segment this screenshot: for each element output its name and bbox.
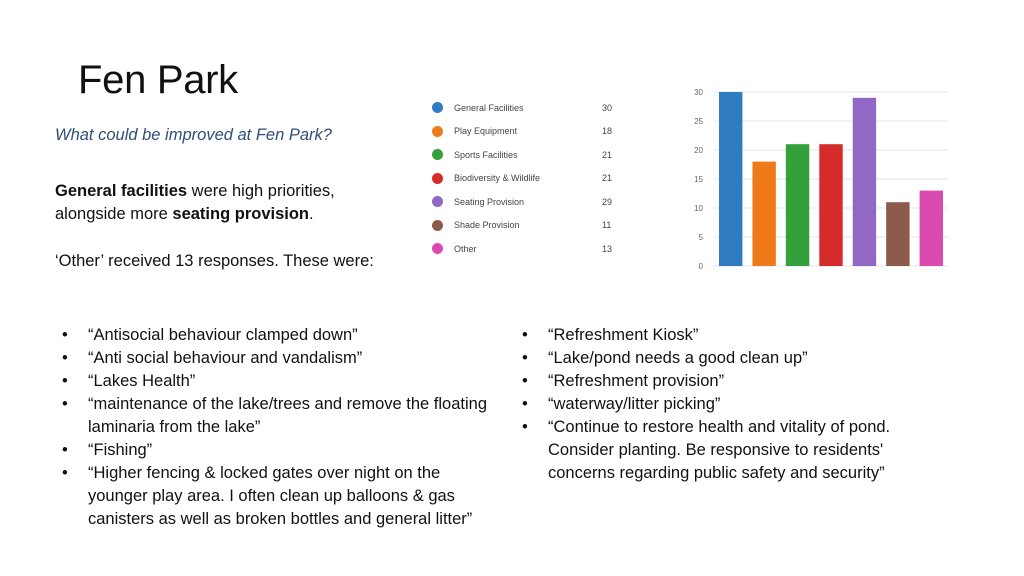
legend-label: Shade Provision xyxy=(454,220,520,231)
summary-bold-general: General facilities xyxy=(55,182,188,200)
legend-label: Sports Facilities xyxy=(454,149,518,160)
summary-text-2: . xyxy=(309,205,314,223)
list-item: “waterway/litter picking” xyxy=(516,393,946,416)
legend-swatch xyxy=(432,219,443,231)
summary-text-1: were high priorities, alongside more xyxy=(55,182,335,223)
list-item: “Continue to restore health and vitality… xyxy=(516,416,946,485)
list-item: “Fishing” xyxy=(56,439,496,462)
legend-item: General Facilities 30 xyxy=(432,96,622,120)
y-tick-label: 0 xyxy=(699,262,704,271)
bar xyxy=(752,161,776,266)
bar xyxy=(886,202,910,266)
legend-swatch xyxy=(432,149,443,161)
legend-swatch xyxy=(432,125,443,137)
legend-item: Biodiversity & Wildlife 21 xyxy=(432,167,622,191)
summary-bold-seating: seating provision xyxy=(172,205,310,223)
legend-item: Play Equipment 18 xyxy=(432,120,622,144)
bar xyxy=(785,144,810,266)
list-item: “Refreshment Kiosk” xyxy=(516,324,946,347)
other-note: ‘Other’ received 13 responses. These wer… xyxy=(55,252,374,270)
legend-swatch xyxy=(432,196,443,208)
y-tick-label: 5 xyxy=(699,233,704,242)
bar-chart: 0 5 10 15 20 25 30 xyxy=(694,88,948,271)
y-tick-label: 15 xyxy=(694,175,703,184)
legend-count: 29 xyxy=(602,196,613,207)
chart-legend: General Facilities 30 Play Equipment 18 … xyxy=(432,96,622,261)
list-item: “Lakes Health” xyxy=(56,370,496,393)
legend-item: Other 13 xyxy=(432,237,622,261)
legend-count: 21 xyxy=(602,149,613,160)
list-item: “Anti social behaviour and vandalism” xyxy=(56,347,496,370)
legend-count: 21 xyxy=(602,173,613,184)
legend-label: General Facilities xyxy=(454,102,524,113)
legend-swatch xyxy=(432,243,443,255)
y-tick-label: 25 xyxy=(694,117,703,126)
legend-label: Play Equipment xyxy=(454,126,518,137)
y-tick-label: 30 xyxy=(694,88,703,97)
y-tick-label: 20 xyxy=(694,146,703,155)
legend-label: Other xyxy=(454,243,477,254)
legend-item: Seating Provision 29 xyxy=(432,190,622,214)
legend-item: Sports Facilities 21 xyxy=(432,143,622,167)
legend-swatch xyxy=(432,102,443,114)
summary-text: General facilities were high priorities,… xyxy=(55,180,385,226)
slide-question: What could be improved at Fen Park? xyxy=(55,126,332,144)
responses-list-right: “Refreshment Kiosk” “Lake/pond needs a g… xyxy=(516,324,946,485)
legend-label: Seating Provision xyxy=(454,196,525,207)
legend-count: 18 xyxy=(602,126,613,137)
list-item: “Lake/pond needs a good clean up” xyxy=(516,347,946,370)
list-item: “Refreshment provision” xyxy=(516,370,946,393)
legend-label: Biodiversity & Wildlife xyxy=(454,173,541,184)
bar xyxy=(719,92,743,266)
list-item: “Antisocial behaviour clamped down” xyxy=(56,324,496,347)
bar xyxy=(852,97,877,266)
slide-title: Fen Park xyxy=(78,58,238,102)
y-tick-label: 10 xyxy=(694,204,703,213)
legend-count: 30 xyxy=(602,102,613,113)
list-item: “Higher fencing & locked gates over nigh… xyxy=(56,462,496,531)
bar xyxy=(919,190,943,266)
bar xyxy=(819,144,843,266)
legend-count: 11 xyxy=(602,220,612,231)
list-item: “maintenance of the lake/trees and remov… xyxy=(56,393,496,439)
legend-count: 13 xyxy=(602,243,613,254)
responses-list-left: “Antisocial behaviour clamped down” “Ant… xyxy=(56,324,496,531)
legend-item: Shade Provision 11 xyxy=(432,214,622,238)
legend-swatch xyxy=(432,172,443,184)
